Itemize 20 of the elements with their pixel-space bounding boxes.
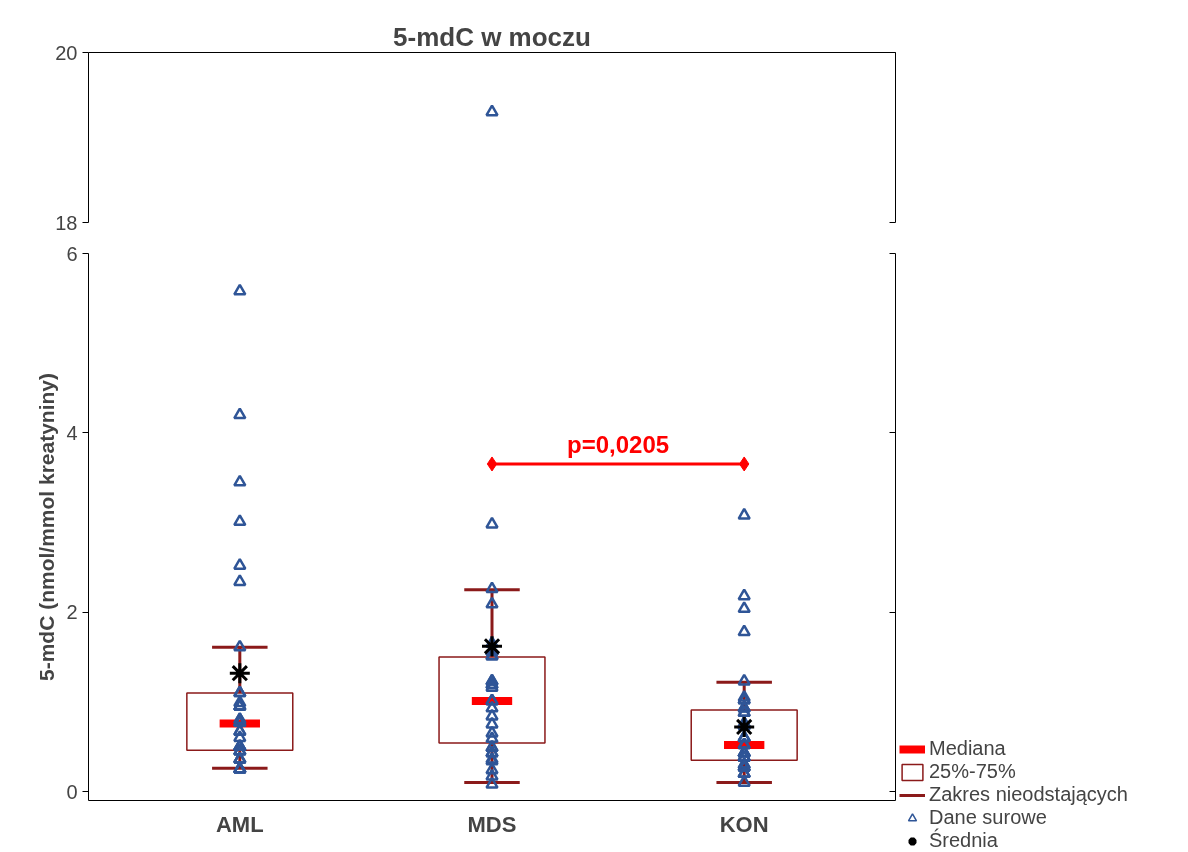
text: Zakres nieodstających bbox=[929, 783, 1128, 806]
annotation: p=0,0205 bbox=[567, 430, 670, 458]
chart-title: 5-mdC w moczu bbox=[393, 21, 591, 52]
y-axis-title: 5-mdC (nmol/mmol kreatyniny) bbox=[35, 372, 59, 682]
legend-label: Dane surowe bbox=[929, 806, 1047, 828]
y-tick-label: 2 bbox=[66, 601, 78, 624]
point bbox=[732, 715, 756, 739]
y-tick-label: 18 bbox=[55, 211, 78, 234]
point bbox=[480, 634, 504, 658]
legend-label: 25%-75% bbox=[929, 760, 1016, 783]
text: Mediana bbox=[929, 737, 1006, 760]
x-tick-label: KON bbox=[719, 811, 769, 837]
y-tick-label: 0 bbox=[66, 780, 78, 803]
x-tick-label: AML bbox=[215, 811, 264, 837]
y-tick-label: 20 bbox=[55, 41, 78, 64]
y-tick-label: 6 bbox=[66, 242, 78, 265]
y-tick-label: 4 bbox=[66, 421, 78, 444]
legend-label: Średnia bbox=[929, 829, 998, 852]
x-tick-label: MDS bbox=[467, 811, 517, 837]
point bbox=[228, 661, 252, 685]
